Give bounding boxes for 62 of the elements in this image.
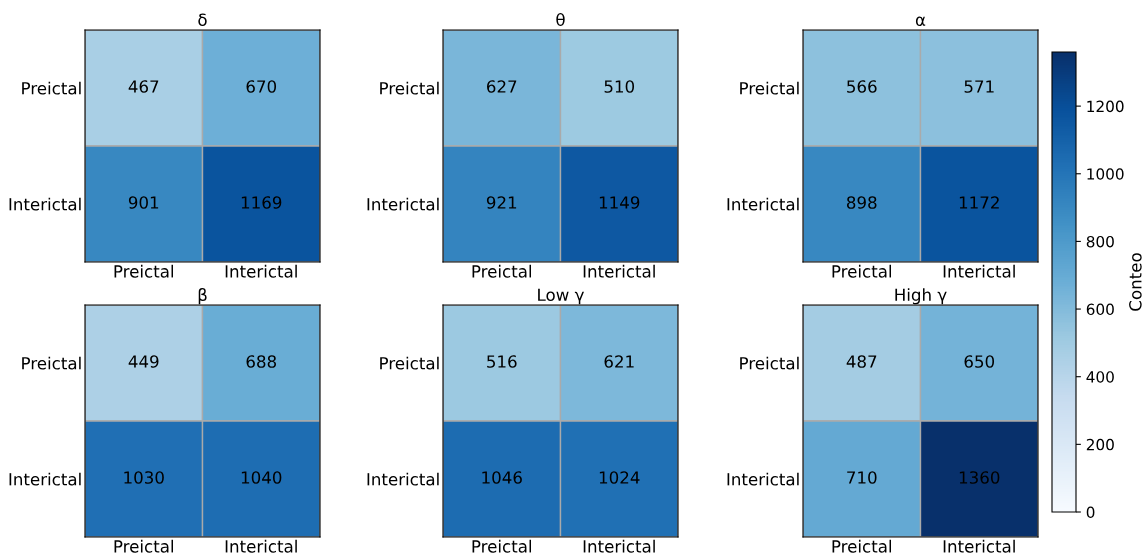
data-label: 898: [846, 196, 877, 209]
data-label: 1149: [599, 196, 640, 209]
data-label: 650: [964, 355, 995, 368]
x-tick-label: Preictal: [114, 539, 174, 553]
data-label: 1030: [124, 471, 164, 484]
y-tick-label: Interictal: [9, 197, 81, 211]
color-bar-label: 0: [1086, 506, 1095, 519]
data-label: 566: [847, 80, 877, 93]
data-label: 510: [604, 80, 635, 93]
data-label: 1046: [482, 471, 522, 484]
data-label: 901: [128, 196, 159, 209]
data-label: 1360: [959, 471, 1000, 484]
color-bar-title: Conteo: [1129, 253, 1142, 311]
data-label: 516: [487, 355, 517, 368]
x-tick-label: Interictal: [583, 539, 655, 553]
color-bar-label: 200: [1086, 438, 1114, 451]
x-tick-label: Preictal: [832, 264, 892, 278]
data-label: 1024: [599, 471, 640, 484]
data-label: 487: [846, 355, 877, 368]
color-bar-label: 1000: [1087, 168, 1124, 180]
data-label: 467: [128, 80, 159, 93]
chart-title: β: [198, 288, 207, 305]
x-tick-label: Interictal: [225, 264, 297, 278]
data-label: 1040: [241, 471, 282, 484]
data-label: 710: [847, 471, 877, 484]
y-tick-label: Preictal: [22, 356, 81, 370]
color-bar-label: 600: [1086, 303, 1114, 316]
y-tick-label: Preictal: [740, 81, 799, 95]
y-tick-label: Interictal: [727, 197, 799, 211]
chart-title: δ: [198, 13, 207, 27]
data-label: 670: [246, 80, 277, 93]
x-tick-label: Preictal: [832, 539, 892, 553]
x-tick-label: Interictal: [943, 264, 1015, 278]
x-tick-label: Preictal: [472, 264, 532, 278]
chart-title: α: [915, 16, 926, 27]
color-bar-label: 800: [1086, 235, 1114, 248]
color-bar-label: 400: [1086, 371, 1114, 383]
x-tick-label: Preictal: [114, 264, 174, 278]
data-label: 921: [486, 196, 517, 209]
chart-title: θ: [556, 13, 565, 27]
data-label: 449: [128, 355, 159, 368]
x-tick-label: Interictal: [583, 264, 655, 278]
y-tick-label: Preictal: [380, 81, 439, 95]
y-tick-label: Preictal: [740, 356, 799, 370]
y-tick-label: Interictal: [727, 472, 799, 486]
x-tick-label: Interictal: [943, 539, 1015, 553]
y-tick-label: Preictal: [22, 81, 81, 95]
chart-title: Low γ: [538, 288, 584, 305]
y-tick-label: Preictal: [380, 356, 439, 370]
y-tick-label: Interictal: [367, 197, 439, 211]
data-label: 627: [487, 80, 517, 93]
y-tick-label: Interictal: [367, 472, 439, 486]
data-label: 688: [246, 355, 277, 368]
y-tick-label: Interictal: [9, 472, 81, 486]
data-label: 1172: [959, 196, 999, 209]
x-tick-label: Interictal: [225, 539, 297, 553]
data-label: 1169: [241, 196, 282, 209]
chart-title: High γ: [895, 288, 947, 305]
x-tick-label: Preictal: [472, 539, 532, 553]
data-label: 571: [964, 80, 994, 93]
data-label: 621: [604, 355, 634, 368]
color-bar-label: 1200: [1087, 100, 1124, 113]
